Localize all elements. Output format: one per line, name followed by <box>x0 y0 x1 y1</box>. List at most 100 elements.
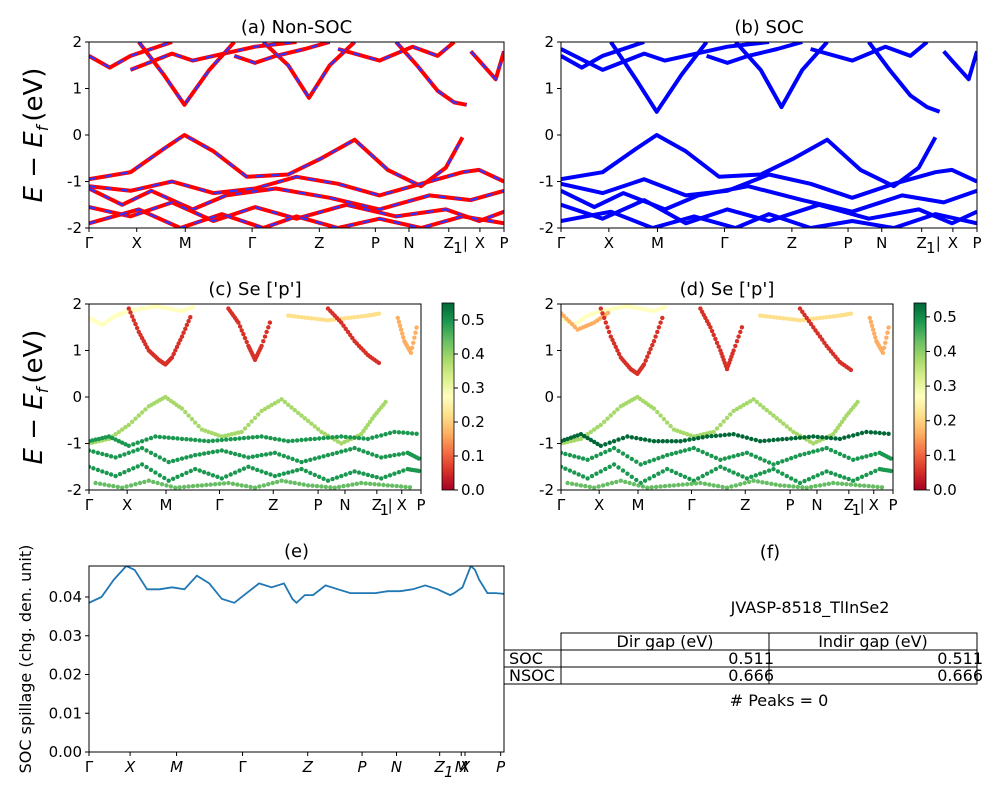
scatter-point <box>821 315 826 320</box>
scatter-point <box>103 435 108 440</box>
y-tick-label: -2 <box>67 481 82 499</box>
band-line-dashed-2 <box>137 42 236 107</box>
scatter-point <box>392 429 397 435</box>
scatter-point <box>855 399 860 405</box>
scatter-point <box>124 484 129 489</box>
scatter-point <box>120 427 125 432</box>
scatter-point <box>817 438 823 443</box>
peaks-count: # Peaks = 0 <box>730 691 829 710</box>
scatter-point <box>609 480 615 486</box>
scatter-point <box>374 453 379 459</box>
scatter-point <box>669 468 674 474</box>
scatter-point <box>777 483 783 488</box>
scatter-point <box>709 328 715 334</box>
scatter-point <box>585 432 590 437</box>
panel-title-e: (e) <box>284 541 309 562</box>
scatter-point <box>120 440 125 445</box>
scatter-point <box>100 435 105 441</box>
x-tick-label: X <box>459 758 471 776</box>
scatter-point <box>153 434 158 439</box>
x-tick-label: | <box>936 234 941 252</box>
scatter-point <box>302 416 307 421</box>
x-tick-label: Z <box>917 234 927 252</box>
scatter-point <box>401 451 406 456</box>
scatter-point <box>142 479 147 485</box>
scatter-point <box>735 433 741 438</box>
scatter-point <box>131 442 136 447</box>
row-soc-label: SOC <box>509 649 543 668</box>
row-nsoc-indir: 0.666 <box>937 666 983 685</box>
scatter-point <box>229 432 234 437</box>
scatter-point <box>720 484 725 490</box>
scatter-point <box>561 450 564 455</box>
scatter-point <box>868 430 874 435</box>
scatter-point <box>842 435 847 440</box>
scatter-point <box>241 332 246 337</box>
scatter-point <box>267 320 273 325</box>
scatter-point <box>263 470 269 476</box>
scatter-point <box>567 319 572 324</box>
scatter-point <box>277 452 282 457</box>
x-tick-label: P <box>314 496 323 514</box>
scatter-point <box>146 478 151 483</box>
scatter-point <box>662 483 668 489</box>
scatter-point <box>252 415 258 421</box>
scatter-point <box>806 477 812 482</box>
scatter-point <box>789 456 794 461</box>
scatter-point <box>873 468 878 474</box>
scatter-point <box>851 457 856 462</box>
scatter-point <box>731 470 736 475</box>
scatter-point <box>322 431 327 436</box>
x-tick-label: X <box>869 496 879 514</box>
scatter-point <box>815 448 820 453</box>
scatter-point <box>753 473 758 478</box>
scatter-point <box>842 453 847 459</box>
scatter-point <box>629 456 634 462</box>
scatter-point <box>620 451 626 456</box>
scatter-point <box>193 466 198 472</box>
scatter-point <box>813 483 818 489</box>
scatter-point <box>820 435 825 440</box>
x-tick-label: X <box>132 234 142 252</box>
scatter-point <box>186 318 191 324</box>
x-tick-label: Z <box>434 758 446 776</box>
scatter-point <box>294 438 300 443</box>
scatter-point <box>569 481 575 486</box>
x-tick-label: P <box>499 234 508 252</box>
colorbar-tick-label: 0.4 <box>461 345 485 363</box>
scatter-point <box>303 437 309 442</box>
axes-frame-a <box>88 41 505 229</box>
scatter-point <box>877 430 882 436</box>
scatter-point <box>671 483 677 488</box>
scatter-point <box>625 471 630 476</box>
scatter-point <box>309 421 314 426</box>
scatter-point <box>567 468 573 473</box>
spillage-line <box>89 566 504 605</box>
band-line-4 <box>734 42 829 110</box>
scatter-point <box>224 437 229 442</box>
scatter-point <box>831 314 836 319</box>
scatter-point <box>647 476 652 481</box>
scatter-point <box>219 448 224 453</box>
scatter-point <box>315 316 321 322</box>
scatter-point <box>325 478 331 483</box>
panel-d-se-p-projection-soc: (d) Se ['p']210-1-2Γ X M Γ Z P N Z1| X P <box>539 279 897 519</box>
scatter-point <box>846 455 851 460</box>
scatter-point <box>789 476 794 481</box>
scatter-point <box>634 477 639 483</box>
scatter-point <box>128 310 133 315</box>
scatter-point <box>673 450 679 455</box>
scatter-point <box>768 314 773 319</box>
scatter-point <box>755 479 761 484</box>
scatter-point <box>383 474 388 479</box>
scatter-point <box>656 456 661 461</box>
scatter-point <box>802 435 807 440</box>
scatter-point <box>685 432 690 437</box>
scatter-point <box>689 481 694 486</box>
scatter-point <box>811 449 816 454</box>
scatter-point <box>305 483 311 488</box>
scatter-point <box>343 472 348 477</box>
scatter-point <box>797 480 803 486</box>
scatter-point <box>758 313 763 318</box>
